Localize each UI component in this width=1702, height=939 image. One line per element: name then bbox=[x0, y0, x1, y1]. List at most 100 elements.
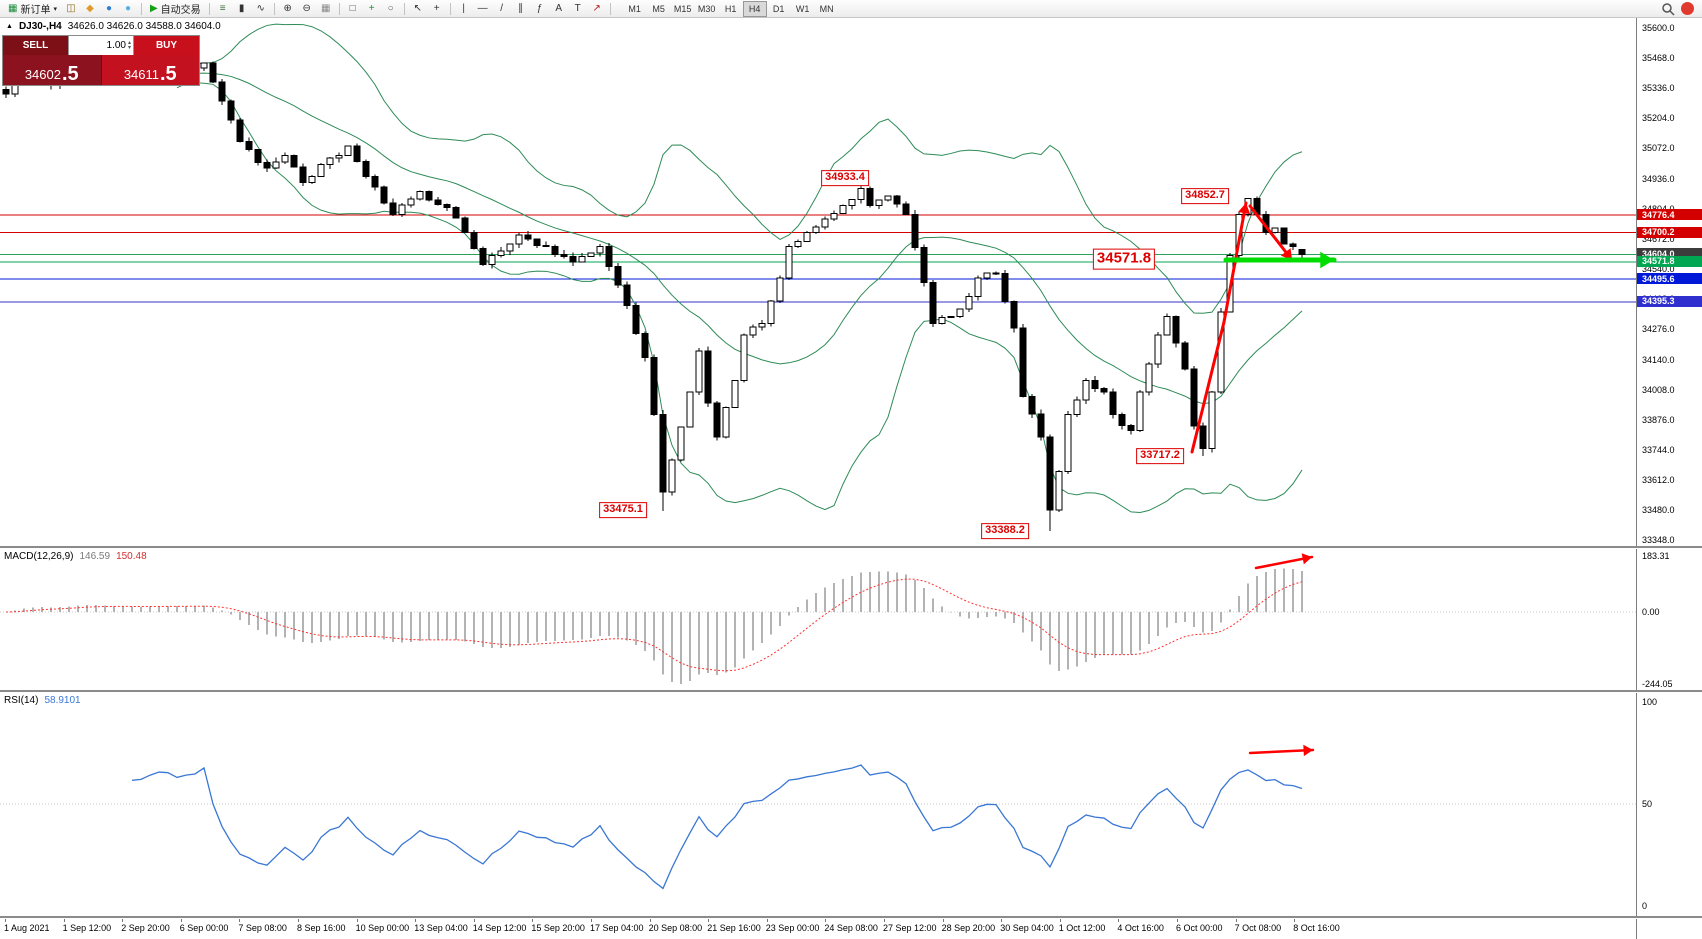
candlestick-chart-icon[interactable]: ▮ bbox=[238, 3, 245, 14]
clock-icon[interactable]: ○ bbox=[387, 3, 394, 14]
time-tick bbox=[122, 918, 124, 922]
timeframe-mn[interactable]: MN bbox=[819, 3, 834, 14]
price-scale[interactable]: 35600.0 35468.0 35336.0 35204.0 35072.0 34936… bbox=[1636, 17, 1702, 939]
time-axis-label: 6 Oct 00:00 bbox=[1176, 923, 1223, 933]
time-tick bbox=[473, 918, 475, 922]
timeframe-h4[interactable]: H4 bbox=[742, 0, 767, 17]
volume-input[interactable]: 1.00 ▴ ▾ bbox=[68, 36, 134, 55]
arrows-icon[interactable]: ↗ bbox=[592, 3, 601, 14]
sell-price-main: 34602 bbox=[24, 67, 61, 82]
price-tick-label: 34276.0 bbox=[1642, 324, 1675, 335]
price-tick-label: 35600.0 bbox=[1642, 23, 1675, 33]
market-watch-icon[interactable]: ◆ bbox=[86, 3, 94, 14]
spinner-down-icon[interactable]: ▾ bbox=[127, 44, 131, 51]
time-axis-label: 2 Sep 20:00 bbox=[121, 923, 170, 933]
cursor-icon[interactable]: ↖ bbox=[413, 3, 422, 14]
timeframe-m30[interactable]: M30 bbox=[697, 3, 716, 14]
sell-button[interactable]: SELL bbox=[3, 36, 68, 55]
channel-icon[interactable]: ∥ bbox=[518, 3, 524, 14]
price-label-annotation[interactable]: 34571.8 bbox=[1092, 248, 1156, 270]
time-axis[interactable]: 1 Aug 2021 1 Sep 12:00 2 Sep 20:00 6 Sep 00… bbox=[0, 918, 1636, 939]
volume-spinner[interactable]: ▴ ▾ bbox=[127, 39, 131, 51]
horizontal-line-icon[interactable]: — bbox=[477, 3, 488, 14]
price-label-annotation[interactable]: 34933.4 bbox=[821, 170, 869, 186]
timeframe-m5[interactable]: M5 bbox=[652, 3, 665, 14]
toolbar-separator bbox=[140, 2, 142, 15]
zoom-in-icon[interactable]: ⊕ bbox=[283, 3, 292, 14]
time-axis-label: 4 Oct 16:00 bbox=[1117, 923, 1164, 933]
time-axis-label: 1 Oct 12:00 bbox=[1058, 923, 1106, 933]
pane-divider-macd[interactable] bbox=[0, 546, 1702, 549]
toolbar-separator bbox=[338, 2, 340, 15]
pane-divider-rsi[interactable] bbox=[0, 690, 1702, 693]
charts-window-icon[interactable]: ◫ bbox=[66, 3, 76, 14]
community-icon[interactable]: ● bbox=[105, 3, 112, 14]
collapse-panel-icon[interactable]: ▲ bbox=[6, 23, 13, 30]
price-label-annotation[interactable]: 33475.1 bbox=[599, 502, 647, 518]
buy-price[interactable]: 34611 .5 bbox=[100, 55, 199, 85]
notification-badge[interactable] bbox=[1681, 2, 1694, 15]
grid-icon[interactable]: ▦ bbox=[320, 3, 331, 14]
price-tick-label: 33480.0 bbox=[1642, 504, 1675, 515]
time-tick bbox=[1118, 918, 1120, 922]
macd-scale-zero: 0.00 bbox=[1642, 607, 1660, 617]
sell-price[interactable]: 34602 .5 bbox=[3, 55, 101, 85]
price-label-annotation[interactable]: 33388.2 bbox=[981, 523, 1029, 539]
time-axis-label: 14 Sep 12:00 bbox=[472, 923, 527, 933]
time-axis-label: 1 Aug 2021 bbox=[4, 923, 50, 933]
line-chart-icon[interactable]: ∿ bbox=[256, 3, 265, 14]
time-tick bbox=[5, 918, 6, 922]
toolbar-separator bbox=[208, 2, 210, 15]
time-tick bbox=[649, 918, 651, 922]
price-tag: 34700.2 bbox=[1637, 226, 1702, 238]
vertical-line-icon[interactable]: | bbox=[462, 3, 465, 14]
price-label-annotation[interactable]: 34852.7 bbox=[1181, 188, 1229, 204]
price-tag: 34495.6 bbox=[1637, 273, 1702, 285]
time-axis-label: 24 Sep 08:00 bbox=[824, 923, 878, 933]
dropdown-caret-icon: ▾ bbox=[53, 5, 57, 13]
search-icon[interactable] bbox=[1661, 2, 1675, 16]
crosshair-icon[interactable]: + bbox=[433, 3, 440, 14]
chat-icon[interactable]: ● bbox=[124, 3, 131, 14]
macd-main-value: 146.59 bbox=[79, 551, 111, 562]
add-indicator-icon[interactable]: + bbox=[368, 3, 375, 14]
time-tick bbox=[766, 918, 768, 922]
bar-chart-icon[interactable]: ≡ bbox=[219, 3, 226, 14]
price-label-annotation[interactable]: 33717.2 bbox=[1136, 448, 1184, 464]
label-icon[interactable]: T bbox=[574, 3, 581, 14]
timeframe-w1[interactable]: W1 bbox=[795, 3, 810, 14]
timeframe-d1[interactable]: D1 bbox=[772, 3, 785, 14]
time-tick bbox=[415, 918, 417, 922]
tile-windows-icon[interactable]: □ bbox=[349, 3, 356, 14]
price-tick-label: 35468.0 bbox=[1642, 53, 1675, 63]
autotrade-button[interactable]: ▶ 自动交易 bbox=[146, 1, 205, 16]
time-axis-label: 7 Oct 08:00 bbox=[1234, 923, 1282, 933]
buy-button[interactable]: BUY bbox=[134, 36, 199, 55]
price-tag: 34776.4 bbox=[1637, 209, 1702, 221]
timeframe-m1[interactable]: M1 bbox=[628, 3, 641, 14]
autotrade-button-label: 自动交易 bbox=[160, 5, 201, 16]
timeframe-h1[interactable]: H1 bbox=[724, 3, 737, 14]
time-tick bbox=[942, 918, 944, 922]
buy-price-main: 34611 bbox=[123, 67, 159, 82]
time-axis-label: 23 Sep 00:00 bbox=[765, 923, 820, 933]
text-icon[interactable]: A bbox=[555, 3, 562, 14]
time-tick bbox=[356, 918, 358, 922]
new-order-button[interactable]: ▦ 新订单 ▾ bbox=[4, 1, 61, 16]
time-tick bbox=[591, 918, 592, 922]
spinner-up-icon[interactable]: ▴ bbox=[127, 39, 131, 46]
time-tick bbox=[708, 918, 710, 922]
horizontal-levels bbox=[0, 214, 1636, 303]
fibonacci-icon[interactable]: ƒ bbox=[536, 3, 543, 14]
trendline-icon[interactable]: / bbox=[500, 3, 504, 14]
time-axis-label: 17 Sep 04:00 bbox=[590, 923, 644, 933]
time-axis-label: 30 Sep 04:00 bbox=[1000, 923, 1054, 933]
timeframe-m15[interactable]: M15 bbox=[673, 3, 692, 14]
time-axis-label: 21 Sep 16:00 bbox=[707, 923, 761, 933]
zoom-out-icon[interactable]: ⊖ bbox=[302, 3, 311, 14]
time-axis-label: 8 Sep 16:00 bbox=[297, 923, 346, 933]
price-tick-label: 34540.0 bbox=[1642, 263, 1675, 274]
time-axis-label: 10 Sep 00:00 bbox=[355, 923, 410, 933]
play-icon: ▶ bbox=[149, 3, 158, 14]
